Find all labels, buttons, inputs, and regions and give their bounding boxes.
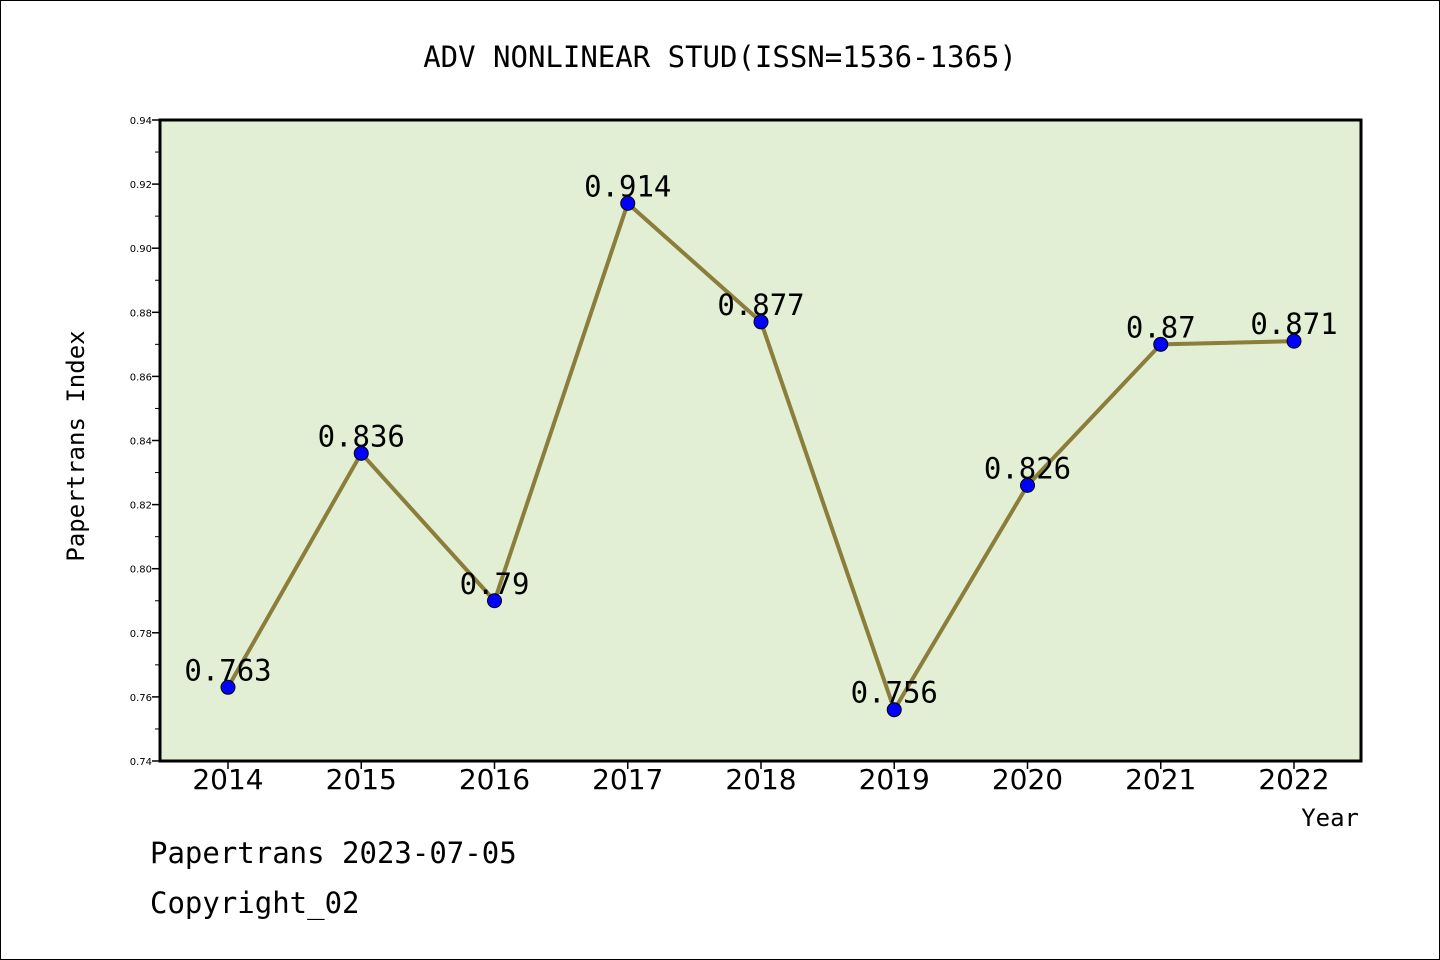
y-tick-label: 0.76 — [130, 693, 152, 704]
x-tick-label: 2021 — [1125, 763, 1196, 796]
y-tick-label: 0.84 — [130, 437, 152, 448]
chart-title: ADV NONLINEAR STUD(ISSN=1536-1365) — [423, 40, 1017, 74]
data-point — [886, 702, 902, 718]
x-axis-label: Year — [1301, 804, 1359, 832]
y-tick-label: 0.90 — [130, 244, 152, 255]
y-tick-label: 0.74 — [130, 757, 152, 768]
data-label: 0.763 — [184, 653, 271, 687]
data-point — [487, 593, 502, 609]
x-tick-label: 2014 — [192, 763, 263, 796]
data-label: 0.756 — [851, 676, 938, 710]
data-label: 0.871 — [1250, 307, 1337, 341]
y-tick-label: 0.86 — [130, 372, 152, 383]
data-point — [753, 314, 769, 330]
data-label: 0.87 — [1126, 310, 1196, 344]
plot-border — [158, 118, 1363, 763]
x-tick-label: 2017 — [592, 763, 663, 796]
data-point — [1153, 336, 1169, 352]
data-point — [220, 679, 236, 695]
y-axis: 0.74 0.76 0.78 0.80 0.82 0.84 0.86 0.88 0.90 0.92… — [130, 116, 160, 768]
data-point — [1020, 477, 1035, 493]
x-tick-label: 2022 — [1258, 763, 1329, 796]
series-layer: 0.763 0.836 0.79 0.914 0.877 0.756 0.826 0.87 0.… — [184, 169, 1338, 718]
footer-date: Papertrans 2023-07-05 — [150, 836, 517, 870]
data-point — [620, 195, 636, 211]
data-point — [1286, 333, 1302, 349]
x-tick-label: 2016 — [459, 763, 530, 796]
x-tick-label: 2015 — [326, 763, 397, 796]
y-axis-label: Papertrans Index — [62, 330, 90, 561]
y-tick-label: 0.82 — [130, 501, 152, 512]
data-label: 0.877 — [717, 288, 804, 322]
x-axis: 2014 2015 2016 2017 2018 2019 2020 2021 2022 — [192, 761, 1330, 796]
x-tick-label: 2019 — [859, 763, 930, 796]
data-label: 0.914 — [584, 169, 671, 203]
y-tick-label: 0.78 — [130, 629, 152, 640]
x-tick-label: 2020 — [992, 763, 1063, 796]
x-tick-label: 2018 — [725, 763, 796, 796]
plot-area — [160, 120, 1361, 761]
y-tick-label: 0.92 — [130, 180, 152, 191]
y-tick-label: 0.80 — [130, 565, 152, 576]
data-point — [353, 445, 369, 461]
data-label: 0.826 — [984, 451, 1071, 485]
footer-copyright: Copyright_02 — [150, 886, 360, 920]
data-label: 0.79 — [460, 567, 530, 601]
y-tick-label: 0.94 — [130, 116, 152, 127]
y-tick-label: 0.88 — [130, 308, 152, 319]
data-label: 0.836 — [318, 419, 405, 453]
